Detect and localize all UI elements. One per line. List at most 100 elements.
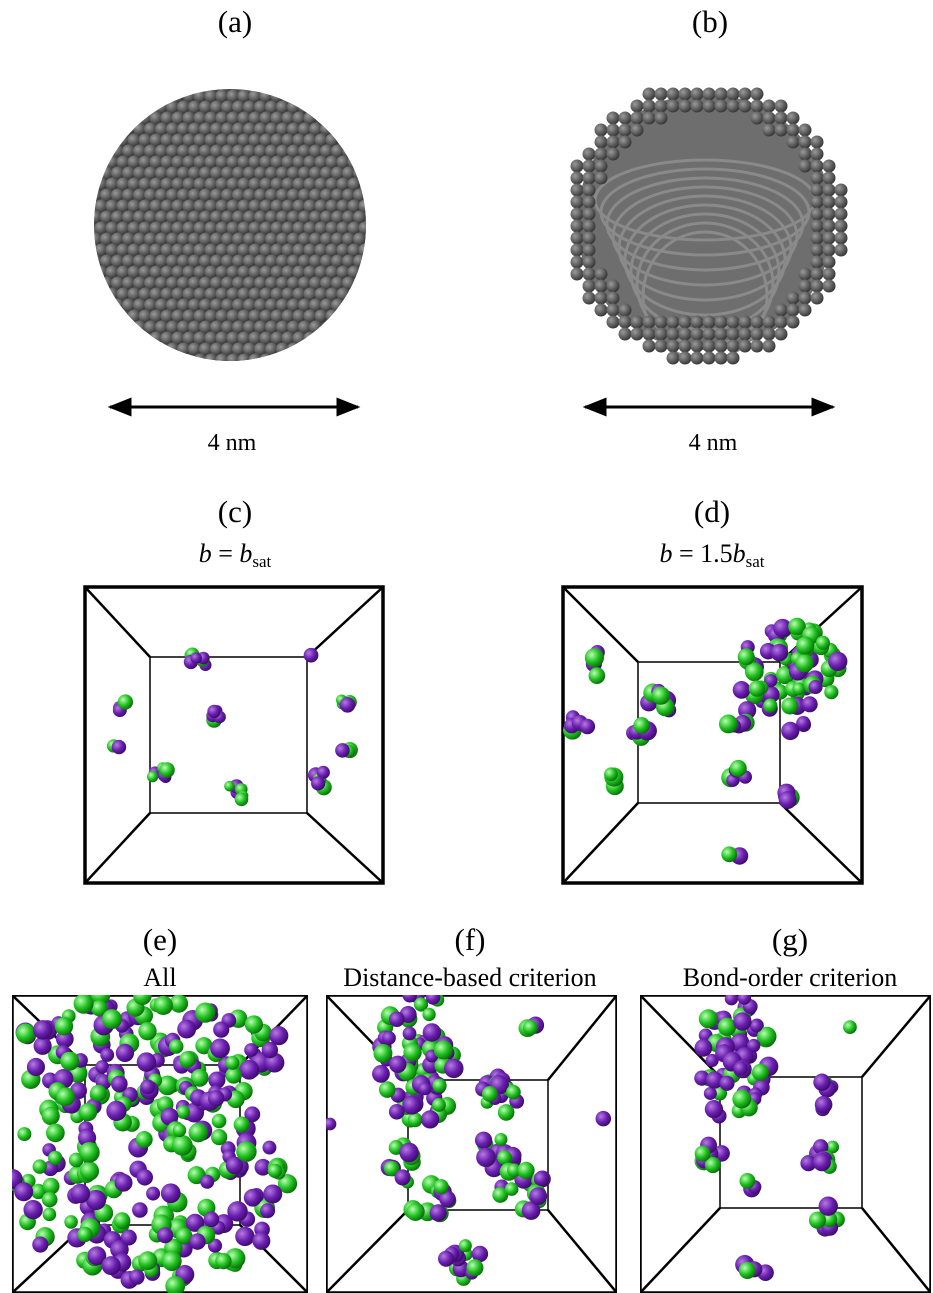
atom (423, 1023, 442, 1042)
atom (811, 148, 824, 161)
atom (482, 1086, 498, 1102)
atom (353, 211, 366, 224)
simulation-box (85, 587, 383, 883)
atom (434, 1040, 453, 1059)
atom (115, 1174, 133, 1192)
atom (444, 1059, 463, 1078)
atom (309, 321, 322, 334)
atom (252, 1232, 270, 1250)
atom (823, 268, 836, 281)
atom (727, 88, 740, 101)
atom (835, 184, 848, 197)
atom (643, 100, 656, 113)
atom (382, 1031, 396, 1045)
atom (438, 1251, 454, 1267)
atom (60, 1052, 79, 1071)
atom (320, 123, 333, 136)
atom (823, 244, 836, 257)
page: (a) (b) 4 nm 4 nm (c) (d) b = bsat b = 1… (0, 0, 933, 1293)
atom (802, 696, 818, 712)
atom (691, 316, 704, 329)
atom (348, 156, 361, 169)
atom (763, 316, 776, 329)
atom (734, 1061, 748, 1075)
atom (32, 1237, 48, 1253)
caption-part: b (733, 539, 746, 568)
atom (79, 1103, 97, 1121)
atom (695, 1039, 713, 1057)
atom (781, 722, 799, 740)
atom (27, 1058, 45, 1076)
atom (595, 136, 608, 149)
atom (235, 1227, 254, 1246)
atom (191, 652, 202, 663)
atom (819, 1197, 838, 1216)
atom (771, 644, 789, 662)
scale-label: 4 nm (208, 430, 257, 456)
atom (311, 776, 325, 790)
atom (505, 1182, 519, 1196)
atom (775, 124, 788, 137)
atom (399, 1143, 419, 1163)
atom (595, 280, 608, 293)
atom (619, 304, 632, 317)
atom (337, 288, 350, 301)
atom (335, 743, 350, 758)
caption-part: = (212, 539, 240, 568)
atom (679, 100, 692, 113)
atom (811, 136, 824, 149)
atom (583, 196, 596, 209)
atom (811, 184, 824, 197)
atom (403, 1043, 421, 1061)
panel-label: (f) (455, 922, 486, 957)
atom (727, 352, 740, 365)
atom (763, 699, 777, 713)
atom (208, 1090, 224, 1106)
atom (811, 244, 824, 257)
atom (727, 100, 740, 113)
atom (691, 100, 704, 113)
atom (811, 160, 824, 173)
atom (331, 299, 344, 312)
atom (739, 340, 752, 353)
figure: (a) (b) 4 nm 4 nm (c) (d) b = bsat b = 1… (0, 0, 933, 1293)
atom (389, 1011, 405, 1027)
atom (811, 196, 824, 209)
caption-part: sat (252, 552, 271, 571)
atom (835, 220, 848, 233)
atom (389, 1104, 405, 1120)
atom (652, 686, 670, 704)
atom (596, 1111, 611, 1126)
atom (823, 232, 836, 245)
atom (775, 112, 788, 125)
atom (715, 88, 728, 101)
atom (719, 715, 738, 734)
atom (823, 184, 836, 197)
atom (23, 1200, 42, 1219)
atom (121, 1230, 137, 1246)
atom (750, 1019, 763, 1032)
atom (194, 354, 207, 367)
atom (90, 1085, 107, 1102)
atom (715, 328, 728, 341)
box-diagonal (85, 587, 150, 657)
atom (703, 352, 716, 365)
atom (763, 124, 776, 137)
atom (703, 328, 716, 341)
atom (506, 1085, 521, 1100)
atom (823, 280, 836, 293)
box-diagonal (307, 587, 383, 657)
atom (326, 134, 339, 147)
atom (466, 1259, 483, 1276)
atom (106, 1101, 126, 1121)
atom (738, 991, 751, 1004)
atom (430, 1204, 447, 1221)
atom (607, 148, 620, 161)
atom (763, 100, 776, 113)
atom (823, 160, 836, 173)
atom (835, 244, 848, 257)
atom (260, 1203, 275, 1218)
panel-label: (b) (692, 4, 728, 39)
atom (799, 304, 812, 317)
atom (752, 1064, 769, 1081)
